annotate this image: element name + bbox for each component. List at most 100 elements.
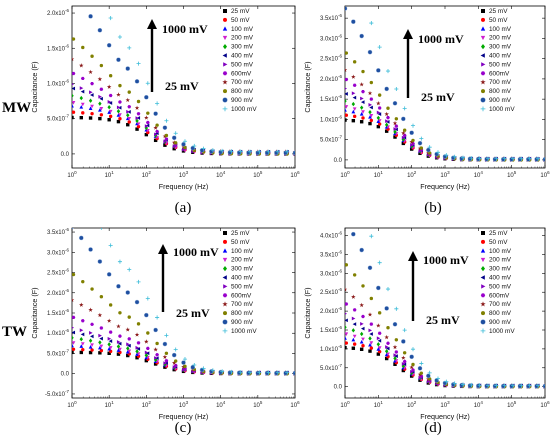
data-point	[192, 362, 197, 368]
data-point	[72, 330, 76, 335]
data-point	[172, 146, 176, 151]
data-point	[352, 308, 357, 312]
data-point	[360, 326, 365, 331]
data-point	[144, 339, 149, 344]
data-point	[444, 153, 449, 158]
y-tick-label: 0.0	[61, 152, 70, 158]
data-point	[345, 77, 349, 82]
data-point	[369, 332, 373, 336]
series-1000mv	[369, 20, 545, 161]
data-point	[117, 34, 122, 40]
data-point	[108, 109, 113, 114]
x-tick-label: 105	[507, 170, 517, 179]
data-point	[361, 284, 365, 288]
y-tick-label: 5.0x10-7	[320, 363, 343, 372]
data-point	[292, 370, 295, 376]
legend-label: 600mV	[489, 70, 510, 77]
legend-marker	[222, 301, 228, 307]
data-point	[98, 333, 102, 338]
x-tick-label: 102	[142, 400, 152, 409]
data-point	[393, 129, 397, 135]
series-900mv	[351, 231, 545, 389]
legend-marker	[481, 62, 486, 67]
data-point	[385, 287, 391, 292]
legend-label: 800 mV	[231, 310, 254, 317]
data-point	[427, 151, 432, 155]
data-point	[361, 314, 365, 319]
data-point	[402, 359, 407, 364]
data-point	[384, 349, 389, 354]
legend-marker	[223, 266, 227, 272]
data-point	[385, 346, 390, 351]
legend-label: 900 mV	[489, 97, 512, 104]
y-tick-label: 3.5x10-6	[320, 249, 343, 258]
data-point	[345, 6, 348, 11]
data-point	[502, 156, 507, 161]
data-point	[384, 86, 389, 92]
legend-label: 25 mV	[231, 230, 250, 237]
x-tick-label: 106	[540, 170, 550, 179]
data-point	[182, 357, 188, 362]
y-tick-label: -5.0x10-7	[45, 389, 70, 398]
x-axis-label: Frequency (Hz)	[159, 182, 209, 191]
data-point	[369, 20, 374, 26]
data-point	[220, 369, 225, 374]
legend-marker	[223, 17, 227, 22]
x-tick-label: 105	[253, 400, 263, 409]
data-point	[386, 116, 390, 120]
data-point	[345, 287, 348, 292]
data-point	[125, 349, 130, 354]
annotation-bottom: 25 mV	[165, 79, 199, 93]
data-point	[411, 368, 415, 372]
data-point	[183, 364, 187, 369]
data-point	[345, 312, 348, 315]
data-point	[401, 355, 406, 360]
legend-label: 300 mV	[489, 44, 512, 51]
data-point	[72, 335, 74, 340]
data-point	[369, 80, 374, 85]
data-point	[144, 353, 149, 358]
data-point	[99, 344, 104, 349]
data-point	[99, 326, 104, 330]
data-point	[146, 111, 150, 115]
chart-panel: 100 101 102 103 104 105 106 0.0 5.0x10-7 1.0x10-6…	[30, 5, 300, 216]
legend-marker	[223, 89, 227, 94]
legend-marker	[480, 257, 486, 263]
data-point	[359, 347, 364, 351]
data-point	[384, 334, 389, 340]
legend-marker	[480, 106, 486, 112]
data-point	[72, 326, 75, 329]
data-point	[345, 336, 347, 340]
legend-marker	[223, 9, 227, 13]
data-point	[80, 342, 85, 346]
data-point	[90, 334, 94, 339]
data-point	[410, 369, 414, 374]
y-tick-label: 1.0x10-6	[320, 114, 343, 123]
data-point	[494, 156, 499, 161]
data-point	[135, 352, 139, 356]
data-point	[116, 109, 121, 114]
data-point	[257, 149, 262, 154]
legend-label: 500 mV	[231, 283, 254, 290]
data-point	[274, 370, 279, 376]
legend-marker	[480, 275, 485, 280]
data-point	[369, 118, 374, 123]
y-tick-label: 5.0x10-7	[47, 114, 70, 123]
annotation-top: 1000 mV	[162, 22, 208, 36]
data-point	[72, 341, 76, 345]
legend-marker	[222, 53, 227, 58]
data-point	[106, 43, 112, 48]
data-point	[88, 106, 93, 111]
legend-marker	[481, 239, 485, 244]
data-point	[385, 120, 390, 124]
data-point	[181, 147, 186, 152]
data-point	[409, 147, 414, 151]
data-point	[377, 122, 382, 126]
voltage-arrow	[158, 244, 168, 312]
data-point	[535, 156, 541, 161]
x-tick-label: 101	[105, 170, 115, 179]
data-point	[519, 156, 524, 161]
legend-label: 100 mV	[231, 26, 254, 33]
